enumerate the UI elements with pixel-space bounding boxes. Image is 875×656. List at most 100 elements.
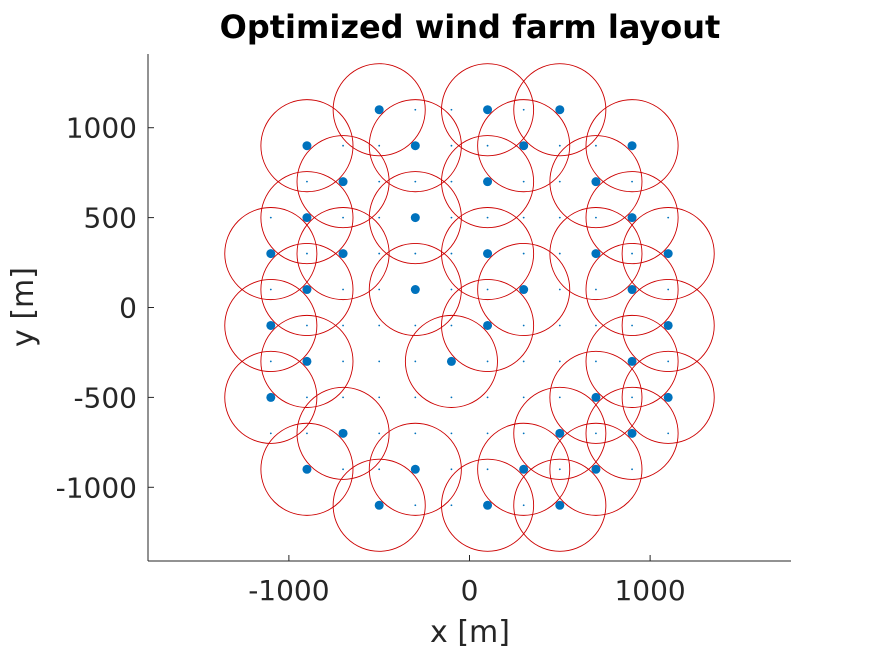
candidate-site-marker	[378, 468, 381, 471]
candidate-site-marker	[522, 216, 525, 219]
plot-area	[224, 63, 715, 552]
candidate-site-marker	[414, 180, 417, 183]
wake-circle	[404, 314, 498, 408]
wake-circle	[477, 422, 571, 516]
turbine-marker	[302, 356, 312, 366]
wake-circle	[585, 99, 679, 193]
wake-circle	[585, 386, 679, 480]
candidate-site-marker	[342, 288, 344, 291]
turbine-marker	[483, 249, 493, 259]
turbine-marker	[410, 141, 420, 151]
turbine-marker	[266, 320, 276, 330]
y-ticks: -1000 -500 0 500 1000	[56, 112, 154, 504]
wake-circle	[441, 135, 535, 229]
candidate-site-marker	[522, 504, 525, 507]
candidate-site-marker	[306, 432, 308, 435]
candidate-site-marker	[667, 216, 670, 219]
candidate-site-marker	[522, 324, 525, 327]
candidate-site-marker	[269, 360, 272, 363]
wake-circle	[621, 350, 715, 444]
candidate-site-marker	[450, 468, 453, 471]
candidate-site-marker	[450, 504, 453, 507]
wake-circle	[441, 278, 535, 372]
candidate-site-marker	[450, 144, 453, 147]
turbine-marker	[591, 177, 601, 187]
candidate-site-marker	[595, 288, 597, 291]
wake-circle	[513, 63, 607, 157]
candidate-site-marker	[522, 180, 525, 183]
candidate-site-marker	[414, 396, 417, 399]
turbine-marker	[483, 177, 493, 187]
turbine-marker	[519, 285, 529, 295]
turbine-marker	[410, 464, 420, 474]
turbine-marker	[591, 392, 601, 402]
wake-circle	[368, 171, 462, 265]
candidate-site-marker	[450, 432, 453, 435]
wake-circle	[477, 243, 571, 337]
candidate-site-marker	[342, 144, 344, 147]
candidate-site-marker	[306, 180, 308, 183]
turbine-marker	[519, 141, 529, 151]
wake-circle	[224, 207, 318, 301]
turbine-marker	[627, 141, 637, 151]
x-ticks: -1000 0 1000	[248, 555, 686, 607]
x-axis-label: x [m]	[430, 615, 510, 650]
candidate-site-marker	[558, 216, 561, 219]
candidate-site-marker	[414, 432, 417, 435]
y-tick-label: -500	[73, 381, 137, 414]
chart-title: Optimized wind farm layout	[220, 8, 721, 46]
candidate-site-marker	[486, 288, 489, 291]
candidate-site-marker	[486, 396, 489, 399]
turbine-marker	[555, 428, 565, 438]
candidate-site-marker	[486, 468, 489, 471]
turbine-marker	[338, 249, 348, 259]
wake-circle	[368, 422, 462, 516]
wake-circle	[260, 99, 354, 193]
wake-circle	[441, 458, 535, 552]
wake-circle	[296, 135, 390, 229]
wake-circle	[441, 63, 535, 157]
candidate-site-marker	[631, 180, 633, 183]
candidate-site-marker	[269, 432, 272, 435]
candidate-site-marker	[522, 432, 525, 435]
candidate-site-marker	[378, 360, 381, 363]
candidate-site-marker	[342, 360, 344, 363]
candidate-site-marker	[486, 216, 489, 219]
candidate-site-marker	[595, 144, 597, 147]
candidate-site-marker	[667, 360, 670, 363]
wake-circle	[477, 99, 571, 193]
candidate-site-marker	[414, 108, 417, 111]
candidate-site-marker	[558, 288, 561, 291]
candidate-site-marker	[450, 396, 453, 399]
candidate-site-marker	[450, 252, 453, 255]
candidate-site-marker	[558, 252, 561, 255]
candidate-site-marker	[306, 252, 308, 255]
wake-circle	[368, 243, 462, 337]
turbine-marker	[555, 105, 565, 115]
candidate-site-marker	[522, 108, 525, 111]
x-tick-label: 1000	[614, 574, 685, 607]
turbine-marker	[302, 464, 312, 474]
y-axis-label: y [m]	[6, 267, 41, 347]
candidate-site-marker	[522, 252, 525, 255]
axes: -1000 0 1000 -1000 -500 0 500 1000	[56, 54, 791, 607]
turbine-marker	[483, 105, 493, 115]
wake-circle	[260, 314, 354, 408]
turbine-marker	[266, 249, 276, 259]
turbine-marker	[266, 392, 276, 402]
candidate-site-marker	[378, 216, 381, 219]
wake-circle	[621, 207, 715, 301]
turbine-marker	[410, 285, 420, 295]
candidate-site-marker	[558, 360, 561, 363]
turbine-marker	[410, 213, 420, 223]
turbine-marker	[302, 141, 312, 151]
candidate-site-marker	[522, 360, 525, 363]
wake-circle	[296, 207, 390, 301]
candidate-site-marker	[414, 360, 417, 363]
candidate-site-marker	[450, 216, 453, 219]
wake-circle	[513, 458, 607, 552]
wake-circle	[585, 314, 679, 408]
turbine-marker	[446, 356, 456, 366]
turbine-markers	[266, 105, 673, 510]
wake-circle	[260, 243, 354, 337]
